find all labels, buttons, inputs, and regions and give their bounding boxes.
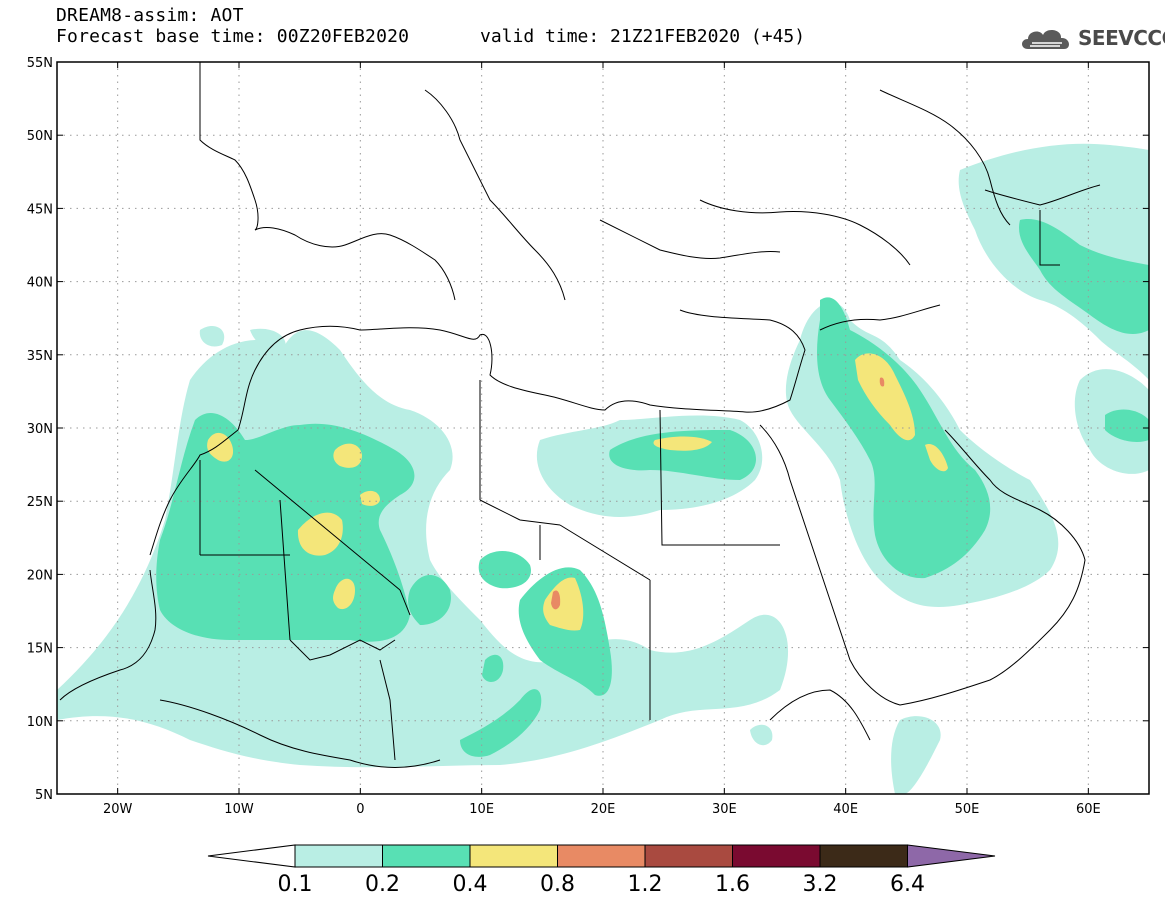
logo-text: SEEVCCC bbox=[1078, 26, 1165, 50]
lat-tick-label: 40N bbox=[27, 276, 53, 291]
colorbar-box bbox=[644, 844, 733, 868]
aot-contour-0.8 bbox=[551, 377, 885, 610]
coastlines-and-borders bbox=[59, 62, 1101, 768]
colorbar-label: 3.2 bbox=[803, 872, 838, 897]
lon-tick-label: 10W bbox=[224, 802, 254, 817]
lon-tick-label: 30E bbox=[712, 802, 737, 817]
aot-contour-0.4 bbox=[207, 353, 948, 631]
colorbar-label: 0.8 bbox=[540, 872, 575, 897]
colorbar-low-arrow bbox=[207, 844, 296, 868]
colorbar-label: 0.4 bbox=[453, 872, 488, 897]
lat-tick-label: 50N bbox=[27, 129, 53, 144]
lon-tick-label: 20E bbox=[591, 802, 616, 817]
colorbar-box bbox=[382, 844, 471, 868]
seevccc-logo: SEEVCCC bbox=[1018, 22, 1165, 54]
colorbar-box bbox=[732, 844, 821, 868]
lon-tick-label: 20W bbox=[103, 802, 133, 817]
forecast-base-time: Forecast base time: 00Z20FEB2020 bbox=[56, 26, 410, 47]
colorbar-label: 0.2 bbox=[365, 872, 400, 897]
lon-tick-label: 0 bbox=[356, 802, 364, 817]
latitude-labels: 5N 10N 15N 20N 25N 30N 35N 40N 45N 50N 55N bbox=[27, 56, 53, 803]
lon-tick-label: 10E bbox=[469, 802, 494, 817]
colorbar-box bbox=[819, 844, 908, 868]
lon-tick-label: 50E bbox=[955, 802, 980, 817]
colorbar-high-arrow bbox=[907, 844, 996, 868]
colorbar-box bbox=[294, 844, 383, 868]
aot-field bbox=[57, 62, 1149, 794]
lat-tick-label: 20N bbox=[27, 568, 53, 583]
lat-tick-label: 45N bbox=[27, 202, 53, 217]
map-title: DREAM8-assim: AOT bbox=[56, 5, 244, 26]
colorbar-box bbox=[469, 844, 558, 868]
lat-tick-label: 25N bbox=[27, 495, 53, 510]
colorbar: 0.1 0.2 0.4 0.8 1.2 1.6 3.2 6.4 bbox=[207, 844, 996, 897]
lat-tick-label: 10N bbox=[27, 715, 53, 730]
colorbar-label: 1.2 bbox=[628, 872, 663, 897]
lat-tick-label: 55N bbox=[27, 56, 53, 71]
lat-tick-label: 15N bbox=[27, 642, 53, 657]
cloud-icon bbox=[1022, 29, 1070, 49]
lon-tick-label: 40E bbox=[833, 802, 858, 817]
colorbar-label: 1.6 bbox=[715, 872, 750, 897]
colorbar-box bbox=[557, 844, 646, 868]
longitude-labels: 20W 10W 0 10E 20E 30E 40E 50E 60E bbox=[103, 802, 1101, 817]
colorbar-label: 6.4 bbox=[890, 872, 925, 897]
axis-ticks bbox=[57, 61, 1149, 795]
valid-time: valid time: 21Z21FEB2020 (+45) bbox=[480, 26, 806, 47]
lat-tick-label: 5N bbox=[35, 788, 53, 803]
lat-tick-label: 35N bbox=[27, 349, 53, 364]
lon-tick-label: 60E bbox=[1076, 802, 1101, 817]
lat-tick-label: 30N bbox=[27, 422, 53, 437]
colorbar-label: 0.1 bbox=[278, 872, 313, 897]
